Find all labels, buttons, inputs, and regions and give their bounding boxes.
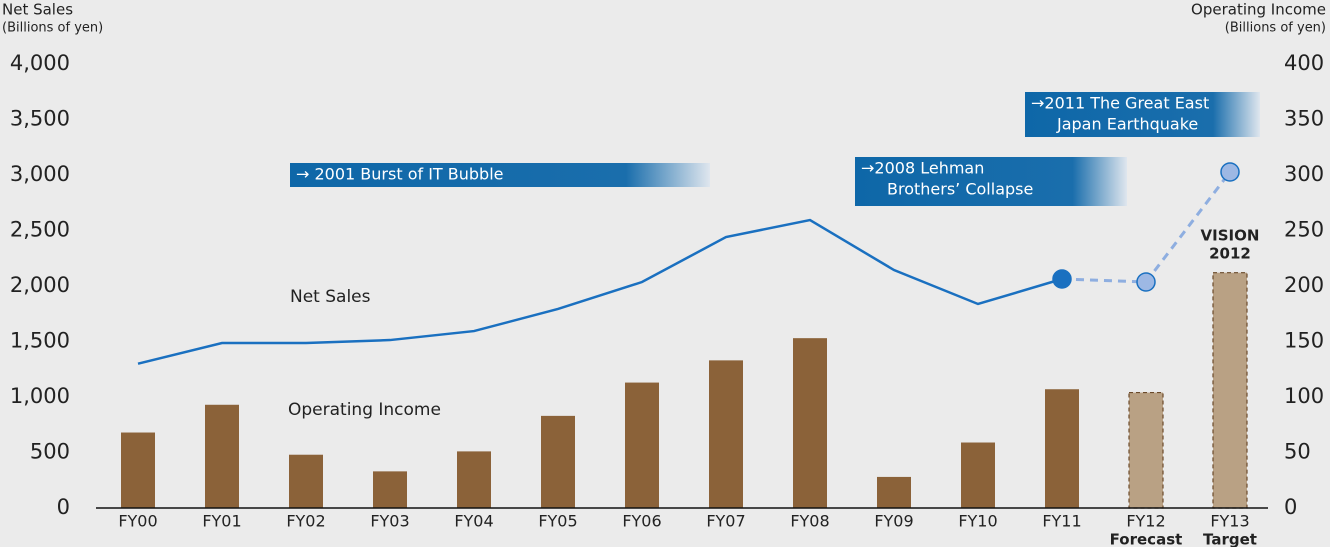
y-tick-label: 3,000: [10, 162, 70, 186]
bar: [289, 454, 323, 508]
annotation-text: →2011 The Great East: [1031, 94, 1209, 113]
x-tick-label: FY13: [1210, 512, 1249, 531]
y2-tick-label: 400: [1284, 51, 1324, 75]
y-axis-title: Net Sales: [2, 1, 73, 19]
x-tick-label: FY00: [118, 512, 157, 531]
x-tick-label: FY03: [370, 512, 409, 531]
annotation-text: 2012: [1209, 245, 1251, 263]
line-marker: [1136, 272, 1156, 292]
x-tick-label: FY04: [454, 512, 493, 531]
y2-tick-label: 200: [1284, 273, 1324, 297]
x-tick-label: FY10: [958, 512, 997, 531]
annotation-text: VISION: [1201, 227, 1260, 245]
x-tick-label: FY02: [286, 512, 325, 531]
y-tick-label: 1,000: [10, 384, 70, 408]
annotation-text: → 2001 Burst of IT Bubble: [296, 165, 504, 184]
y2-axis-title: Operating Income: [1191, 1, 1326, 19]
series-label: Operating Income: [288, 400, 441, 420]
x-tick-label: FY12: [1126, 512, 1165, 531]
x-tick-label: FY05: [538, 512, 577, 531]
annotation-text: →2008 Lehman: [861, 159, 984, 178]
bar: [1212, 272, 1248, 509]
y-tick-label: 1,500: [10, 329, 70, 353]
y2-tick-label: 300: [1284, 162, 1324, 186]
x-tick-label: FY01: [202, 512, 241, 531]
y2-tick-label: 350: [1284, 107, 1324, 131]
bar: [1128, 391, 1164, 509]
bar: [373, 471, 407, 508]
y-tick-label: 4,000: [10, 51, 70, 75]
y-tick-label: 2,000: [10, 273, 70, 297]
x-tick-sublabel: Forecast: [1110, 531, 1183, 547]
bar: [877, 476, 911, 508]
x-tick-label: FY11: [1042, 512, 1081, 531]
bar: [457, 451, 491, 508]
x-tick-label: FY08: [790, 512, 829, 531]
bar: [121, 432, 155, 508]
bar: [205, 404, 239, 508]
line-marker: [1220, 162, 1240, 182]
line: [137, 218, 1063, 365]
y-tick-label: 2,500: [10, 218, 70, 242]
annotation-banner: [1025, 92, 1260, 137]
y-tick-label: 500: [30, 440, 70, 464]
x-tick-sublabel: Target: [1203, 531, 1257, 547]
series-label: Net Sales: [290, 287, 371, 307]
annotation-banner: [290, 163, 710, 187]
y2-tick-label: 0: [1284, 495, 1297, 519]
y-tick-label: 3,500: [10, 107, 70, 131]
bar: [709, 360, 743, 508]
annotation-text: Brothers’ Collapse: [887, 180, 1033, 199]
y2-tick-label: 150: [1284, 329, 1324, 353]
bar: [625, 382, 659, 508]
x-tick-label: FY09: [874, 512, 913, 531]
bar: [793, 338, 827, 508]
y-tick-label: 0: [57, 495, 70, 519]
y-axis-subtitle: (Billions of yen): [2, 21, 103, 36]
y2-tick-label: 250: [1284, 218, 1324, 242]
x-tick-label: FY06: [622, 512, 661, 531]
bar: [541, 415, 575, 508]
annotation-banner: [855, 157, 1127, 206]
bar: [961, 442, 995, 508]
y2-tick-label: 100: [1284, 384, 1324, 408]
y2-tick-label: 50: [1284, 440, 1311, 464]
line-marker: [1052, 269, 1072, 289]
x-tick-label: FY07: [706, 512, 745, 531]
y2-axis-subtitle: (Billions of yen): [1225, 21, 1326, 36]
annotation-text: Japan Earthquake: [1056, 115, 1198, 134]
bar: [1045, 389, 1079, 508]
